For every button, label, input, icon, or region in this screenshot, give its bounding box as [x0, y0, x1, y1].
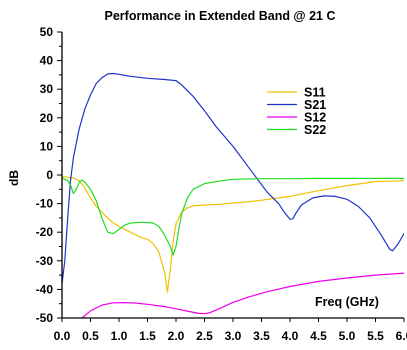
axes-layer [57, 31, 405, 322]
x-tick-label: 5.0 [339, 329, 356, 343]
series-line-s21 [62, 72, 404, 285]
x-axis-label: Freq (GHz) [315, 295, 379, 309]
legend-label-s11: S11 [304, 86, 326, 100]
series-line-s22 [62, 177, 404, 256]
y-tick-label: 50 [40, 25, 54, 39]
series-line-s12 [81, 272, 404, 318]
legend-label-s22: S22 [304, 123, 326, 137]
x-tick-label: 3.5 [253, 329, 270, 343]
x-tick-label: 1.5 [139, 329, 156, 343]
legend-label-s21: S21 [304, 98, 326, 112]
chart-title: Performance in Extended Band @ 21 C [105, 9, 336, 23]
y-tick-labels: 50 40 30 20 10 0 -10 -20 -30 -40 -50 [36, 25, 54, 325]
y-axis-label: dB [7, 170, 21, 186]
x-tick-label: 0.5 [82, 329, 99, 343]
series-layer [62, 72, 404, 318]
x-tick-label: 2.0 [168, 329, 185, 343]
x-tick-labels: 0.0 0.5 1.0 1.5 2.0 2.5 3.0 3.5 4.0 4.5 5.0 5.5 6.0 [54, 329, 407, 343]
x-tick-label: 4.5 [310, 329, 327, 343]
x-tick-label: 0.0 [54, 329, 71, 343]
x-tick-label: 4.0 [282, 329, 299, 343]
y-tick-label: -50 [36, 311, 54, 325]
y-tick-label: -20 [36, 225, 54, 239]
series-line-s11 [62, 175, 404, 293]
plot-frame [62, 32, 407, 318]
x-tick-label: 6.0 [396, 329, 407, 343]
y-tick-label: -30 [36, 254, 54, 268]
y-tick-label: 20 [40, 111, 54, 125]
y-tick-label: -40 [36, 282, 54, 296]
y-tick-label: 30 [40, 82, 54, 96]
y-tick-label: 0 [46, 168, 53, 182]
x-tick-label: 2.5 [196, 329, 213, 343]
y-tick-label: 40 [40, 54, 54, 68]
x-tick-label: 3.0 [225, 329, 242, 343]
legend-label-s12: S12 [304, 111, 326, 125]
x-tick-label: 1.0 [111, 329, 128, 343]
y-tick-label: -10 [36, 197, 54, 211]
x-tick-label: 5.5 [367, 329, 384, 343]
y-tick-label: 10 [40, 139, 54, 153]
